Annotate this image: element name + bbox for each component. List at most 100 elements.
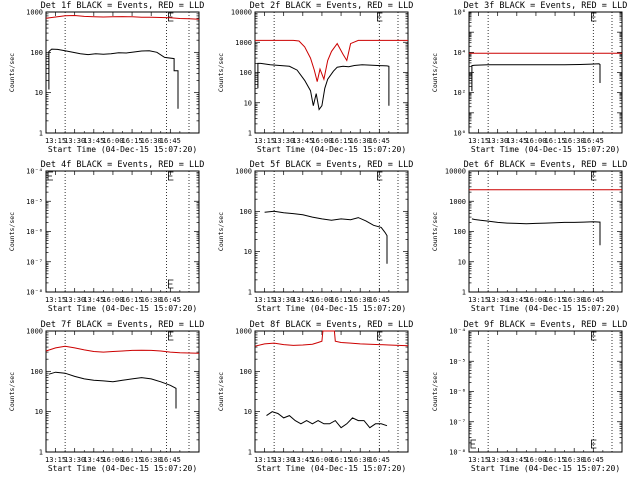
- x-tick-label: 16:00: [102, 137, 123, 145]
- y-axis-label: Counts/sec: [431, 372, 439, 411]
- y-axis-label: Counts/sec: [431, 53, 439, 92]
- y-tick-label: 1000: [26, 328, 43, 336]
- y-tick-label: 1: [462, 289, 466, 297]
- x-tick-label: 16:45: [369, 456, 390, 464]
- plot-frame: [45, 170, 200, 293]
- x-tick-label: 16:45: [583, 296, 604, 304]
- plot-frame: [468, 330, 623, 453]
- y-tick-label: 10: [244, 99, 252, 107]
- panel-title: Det 5f BLACK = Events, RED = LLD: [250, 160, 414, 170]
- y-tick-label: 10⁻⁶: [449, 388, 466, 396]
- y-tick-label: 1000: [235, 328, 252, 336]
- x-tick-label: 16:30: [564, 456, 585, 464]
- event-marker-icon: [377, 331, 383, 341]
- plot-frame: [254, 170, 409, 293]
- events-series-line: [264, 210, 388, 264]
- x-tick-label: 16:00: [311, 137, 332, 145]
- x-tick-label: 13:15: [468, 456, 489, 464]
- x-axis-label: Start Time (04-Dec-15 15:07:20): [48, 145, 197, 154]
- y-tick-label: 10⁰: [453, 130, 466, 138]
- x-tick-label: 16:00: [525, 137, 546, 145]
- panel-det6f: Det 6f BLACK = Events, RED = LLD 1 10 100 10…: [431, 160, 627, 313]
- y-tick-label: 100: [30, 368, 43, 376]
- y-axis-label: Counts/sec: [8, 372, 16, 411]
- x-axis-label: Start Time (04-Dec-15 15:07:20): [471, 304, 620, 313]
- y-tick-label: 1: [39, 449, 43, 457]
- event-marker-icon: [168, 331, 174, 341]
- y-tick-label: 1000: [26, 9, 43, 17]
- x-tick-label: 16:30: [564, 296, 585, 304]
- x-tick-label: 13:45: [83, 296, 104, 304]
- events-series-line: [471, 63, 601, 92]
- x-tick-label: 16:45: [583, 456, 604, 464]
- events-series-line: [48, 48, 179, 109]
- panel-det9f: Det 9f BLACK = Events, RED = LLD 10⁻⁸ 10⁻⁷…: [431, 320, 627, 473]
- y-axis-label: Counts/sec: [217, 212, 225, 251]
- x-tick-label: 16:30: [350, 137, 371, 145]
- x-tick-label: 16:30: [141, 137, 162, 145]
- y-tick-label: 10⁻⁷: [449, 418, 466, 426]
- y-tick-label: 1: [39, 130, 43, 138]
- y-tick-label: 10⁶: [453, 9, 466, 17]
- x-tick-label: 16:45: [583, 137, 604, 145]
- x-tick-label: 13:15: [254, 296, 275, 304]
- y-tick-label: 10⁻⁷: [26, 258, 43, 266]
- y-tick-label: 10: [244, 248, 252, 256]
- panel-title: Det 3f BLACK = Events, RED = LLD: [464, 1, 628, 11]
- x-axis-label: Start Time (04-Dec-15 15:07:20): [257, 145, 406, 154]
- y-axis-label: Counts/sec: [217, 372, 225, 411]
- x-tick-label: 13:30: [273, 296, 294, 304]
- x-axis-label: Start Time (04-Dec-15 15:07:20): [471, 464, 620, 473]
- events-series-line: [266, 411, 388, 429]
- x-axis-label: Start Time (04-Dec-15 15:07:20): [471, 145, 620, 154]
- x-tick-label: 13:30: [273, 456, 294, 464]
- panel-title: Det 9f BLACK = Events, RED = LLD: [464, 320, 628, 330]
- x-axis-label: Start Time (04-Dec-15 15:07:20): [257, 304, 406, 313]
- lld-series-line: [45, 14, 200, 20]
- panel-title: Det 2f BLACK = Events, RED = LLD: [250, 1, 414, 11]
- y-tick-label: 1: [248, 130, 252, 138]
- y-tick-label: 10⁻⁸: [26, 289, 43, 297]
- panel-title: Det 4f BLACK = Events, RED = LLD: [41, 160, 205, 170]
- x-tick-label: 16:45: [160, 137, 181, 145]
- x-tick-label: 13:45: [506, 137, 527, 145]
- y-tick-label: 100: [453, 228, 466, 236]
- panel-det3f: Det 3f BLACK = Events, RED = LLD 10⁰ 10² 10…: [431, 1, 627, 154]
- panel-title: Det 7f BLACK = Events, RED = LLD: [41, 320, 205, 330]
- y-tick-label: 10000: [231, 9, 252, 17]
- lld-series-line: [45, 345, 200, 354]
- x-tick-label: 16:15: [331, 137, 352, 145]
- x-tick-label: 13:30: [64, 456, 85, 464]
- y-tick-label: 10⁻⁶: [26, 228, 43, 236]
- panel-det7f: Det 7f BLACK = Events, RED = LLD 1 10 100 10…: [8, 320, 204, 473]
- panel-title: Det 1f BLACK = Events, RED = LLD: [41, 1, 205, 11]
- panel-det5f: Det 5f BLACK = Events, RED = LLD 1 10 100 10…: [217, 160, 413, 313]
- event-marker-icon: [591, 12, 597, 22]
- plot-frame: [254, 330, 409, 453]
- x-tick-label: 16:15: [122, 137, 143, 145]
- y-tick-label: 100: [239, 208, 252, 216]
- panel-det4f: Det 4f BLACK = Events, RED = LLD 10⁻⁸ 10⁻⁷…: [8, 160, 204, 313]
- x-axis-label: Start Time (04-Dec-15 15:07:20): [48, 304, 197, 313]
- x-tick-label: 13:30: [487, 137, 508, 145]
- panel-det1f: Det 1f BLACK = Events, RED = LLD 1 10 100 10…: [8, 1, 204, 154]
- x-tick-label: 16:45: [369, 137, 390, 145]
- event-marker-icon: [470, 439, 476, 449]
- x-tick-label: 13:30: [64, 296, 85, 304]
- y-axis-label: Counts/sec: [8, 53, 16, 92]
- x-tick-label: 16:30: [350, 456, 371, 464]
- lld-series-line: [254, 330, 409, 347]
- event-marker-icon: [591, 439, 597, 449]
- plot-frame: [45, 11, 200, 134]
- x-tick-label: 16:15: [331, 296, 352, 304]
- events-series-line: [48, 371, 177, 409]
- y-tick-label: 10: [35, 89, 43, 97]
- event-marker-icon: [591, 171, 597, 181]
- event-marker-icon: [168, 12, 174, 22]
- x-tick-label: 13:45: [292, 137, 313, 145]
- y-axis-label: Counts/sec: [8, 212, 16, 251]
- y-tick-label: 10000: [445, 168, 466, 176]
- x-tick-label: 13:15: [45, 137, 66, 145]
- y-tick-label: 10: [244, 408, 252, 416]
